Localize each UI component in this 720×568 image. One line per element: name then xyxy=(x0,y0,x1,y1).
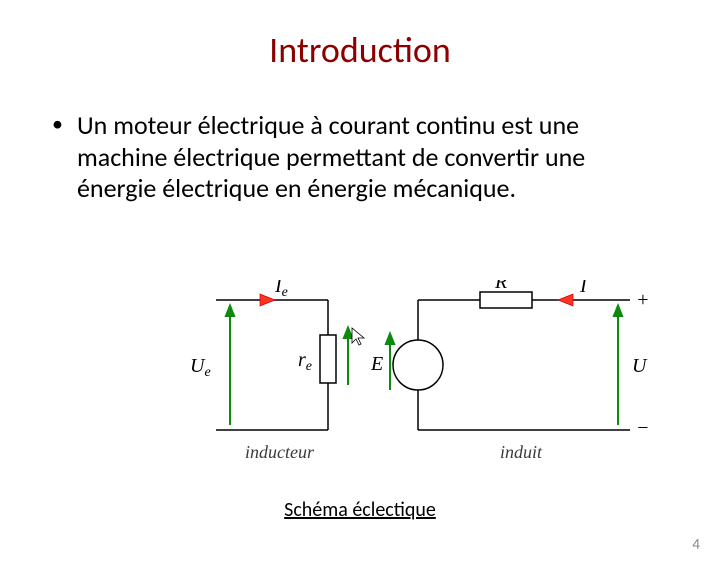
svg-text:−: − xyxy=(636,417,650,439)
svg-text:induit: induit xyxy=(500,442,543,462)
cursor-icon xyxy=(352,328,364,345)
svg-text:Ie: Ie xyxy=(274,280,288,300)
svg-text:+: + xyxy=(636,289,650,311)
armature-circuit: E R I + − U induit xyxy=(370,280,650,462)
bullet-marker: • xyxy=(52,110,63,205)
figure-caption: Schéma éclectique xyxy=(0,498,720,522)
svg-text:I: I xyxy=(579,280,588,297)
slide-title: Introduction xyxy=(0,28,720,72)
svg-text:E: E xyxy=(370,353,383,375)
circuit-diagram: Ue Ie re inducteur E R xyxy=(180,280,660,480)
svg-text:re: re xyxy=(298,349,312,374)
svg-text:U: U xyxy=(632,355,648,377)
bullet-text: Un moteur électrique à courant continu e… xyxy=(77,110,668,205)
bullet-item: • Un moteur électrique à courant continu… xyxy=(52,110,668,205)
page-number: 4 xyxy=(692,536,700,554)
svg-text:R: R xyxy=(494,280,507,293)
svg-text:inducteur: inducteur xyxy=(245,442,315,462)
inductor-circuit: Ue Ie re inducteur xyxy=(190,280,364,462)
svg-text:Ue: Ue xyxy=(190,355,211,380)
